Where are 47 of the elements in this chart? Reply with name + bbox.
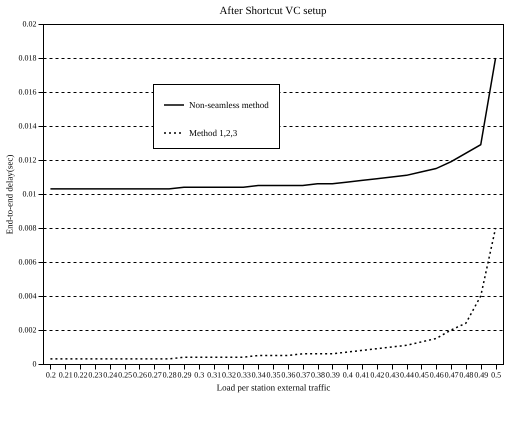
x-tick-label: 0.21	[58, 370, 73, 380]
x-tick-label: 0.25	[118, 370, 132, 380]
x-tick-label: 0.36	[281, 370, 296, 380]
y-tick-label: 0.004	[18, 292, 36, 300]
x-axis-title: Load per station external traffic	[216, 382, 330, 392]
x-tick-label: 0.41	[356, 370, 370, 380]
x-tick-label: 0.27	[148, 370, 162, 380]
y-tick-label: 0.016	[18, 88, 36, 96]
y-tick-label: 0.018	[18, 54, 36, 62]
x-tick-label: 0.38	[311, 370, 326, 380]
x-tick-label: 0.23	[88, 370, 102, 380]
x-tick-label: 0.48	[459, 370, 474, 380]
x-tick-label: 0.24	[103, 370, 118, 380]
x-tick-label: 0.22	[74, 370, 88, 380]
x-tick-label: 0.32	[222, 370, 236, 380]
y-axis-title: End-to-end delay(sec)	[4, 154, 14, 234]
legend-label: Non-seamless method	[189, 100, 270, 110]
legend-label: Method 1,2,3	[189, 128, 238, 138]
chart-title: After Shortcut VC setup	[219, 5, 328, 17]
x-tick-label: 0.49	[474, 370, 488, 380]
y-tick-label: 0.006	[18, 258, 36, 266]
x-tick-label: 0.26	[132, 370, 147, 380]
y-tick-label: 0.002	[18, 326, 36, 334]
x-tick-label: 0.3	[194, 370, 204, 380]
y-tick-label: 0.014	[18, 122, 36, 130]
x-tick-label: 0.4	[342, 370, 353, 380]
x-tick-label: 0.37	[296, 370, 310, 380]
y-tick-label: 0.012	[18, 156, 36, 164]
x-tick-label: 0.43	[385, 370, 400, 380]
x-tick-label: 0.29	[177, 370, 192, 380]
y-tick-label: 0.008	[18, 224, 36, 232]
x-tick-label: 0.34	[252, 370, 266, 380]
x-tick-label: 0.5	[491, 370, 502, 380]
x-tick-label: 0.45	[414, 370, 429, 380]
x-tick-label: 0.46	[430, 370, 444, 380]
x-tick-label: 0.35	[266, 370, 280, 380]
y-tick-label: 0.01	[22, 190, 36, 198]
x-tick-label: 0.33	[236, 370, 251, 380]
x-tick-label: 0.44	[400, 370, 414, 380]
y-tick-label: 0	[32, 360, 36, 368]
x-tick-label: 0.31	[207, 370, 222, 380]
x-tick-label: 0.28	[162, 370, 177, 380]
x-tick-label: 0.39	[326, 370, 340, 380]
x-tick-label: 0.42	[370, 370, 384, 380]
y-tick-label: 0.02	[22, 20, 36, 28]
x-tick-label: 0.47	[444, 370, 459, 380]
x-tick-label: 0.2	[46, 370, 56, 380]
